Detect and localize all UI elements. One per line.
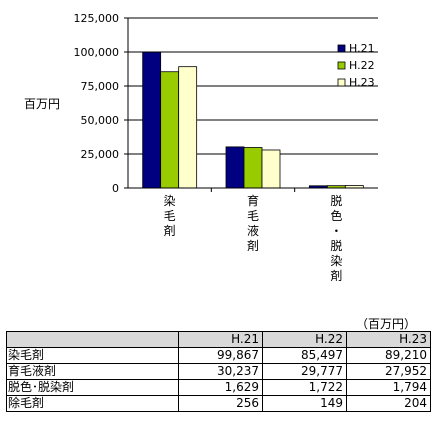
x-category-label: 脱 xyxy=(330,238,342,253)
y-tick-label: 25,000 xyxy=(81,148,120,161)
row-label: 脱色･脱染剤 xyxy=(6,379,179,396)
x-category-label: 染 xyxy=(164,193,176,208)
legend-swatch xyxy=(337,78,346,87)
legend: H.21 H.22 H.23 xyxy=(337,42,375,89)
row-label: 育毛液剤 xyxy=(6,363,179,380)
x-category-label: 脱 xyxy=(330,193,342,208)
row-value: 256 xyxy=(178,395,263,412)
table-row: 染毛剤 99,867 85,497 89,210 xyxy=(6,347,431,364)
x-category-label: 染 xyxy=(330,253,342,268)
table-header-h23: H.23 xyxy=(346,331,431,348)
bar xyxy=(261,149,281,189)
row-value: 99,867 xyxy=(178,347,263,364)
legend-swatch xyxy=(337,61,346,70)
table-row: 除毛剤 256 149 204 xyxy=(6,395,431,412)
x-category-label: 色 xyxy=(330,209,342,223)
x-category-label: 剤 xyxy=(330,268,342,283)
row-value: 27,952 xyxy=(346,363,431,380)
table-header-h21: H.21 xyxy=(178,331,263,348)
legend-swatch xyxy=(337,44,346,53)
table-header-h22: H.22 xyxy=(262,331,347,348)
x-category-label: 剤 xyxy=(247,238,259,253)
x-category-label: ・ xyxy=(330,224,342,238)
table-corner-cell xyxy=(6,331,179,348)
y-tick-label: 75,000 xyxy=(81,80,120,93)
legend-label: H.22 xyxy=(349,59,375,72)
data-table: H.21 H.22 H.23 染毛剤 99,867 85,497 89,210 … xyxy=(6,331,431,412)
table-header-row: H.21 H.22 H.23 xyxy=(6,331,431,348)
bar xyxy=(225,146,245,189)
x-category-label: 毛 xyxy=(247,209,259,223)
x-category-label: 液 xyxy=(247,223,259,238)
row-value: 89,210 xyxy=(346,347,431,364)
row-value: 1,794 xyxy=(346,379,431,396)
y-tick-label: 50,000 xyxy=(81,114,120,127)
legend-label: H.21 xyxy=(349,42,375,55)
x-category-label: 育 xyxy=(247,193,259,208)
table-unit-note: （百万円） xyxy=(356,317,417,331)
axes xyxy=(124,17,378,192)
row-value: 1,629 xyxy=(178,379,263,396)
bar xyxy=(178,66,198,189)
bar xyxy=(142,51,162,189)
row-value: 1,722 xyxy=(262,379,347,396)
table-row: 脱色･脱染剤 1,629 1,722 1,794 xyxy=(6,379,431,396)
y-tick-labels: 0 25,000 50,000 75,000 100,000 125,000 xyxy=(74,12,120,195)
y-tick-label: 125,000 xyxy=(74,12,120,25)
row-value: 149 xyxy=(262,395,347,412)
x-category-label: 毛 xyxy=(164,209,176,223)
row-value: 30,237 xyxy=(178,363,263,380)
y-axis-label: 百万円 xyxy=(24,97,60,111)
row-value: 29,777 xyxy=(262,363,347,380)
row-label: 染毛剤 xyxy=(6,347,179,364)
bar xyxy=(160,71,180,189)
row-label: 除毛剤 xyxy=(6,395,179,412)
x-category-label: 剤 xyxy=(164,223,176,238)
bar xyxy=(243,147,263,189)
legend-label: H.23 xyxy=(349,76,375,89)
table-row: 育毛液剤 30,237 29,777 27,952 xyxy=(6,363,431,380)
row-value: 204 xyxy=(346,395,431,412)
y-tick-label: 0 xyxy=(112,182,119,195)
row-value: 85,497 xyxy=(262,347,347,364)
y-tick-label: 100,000 xyxy=(74,46,120,59)
